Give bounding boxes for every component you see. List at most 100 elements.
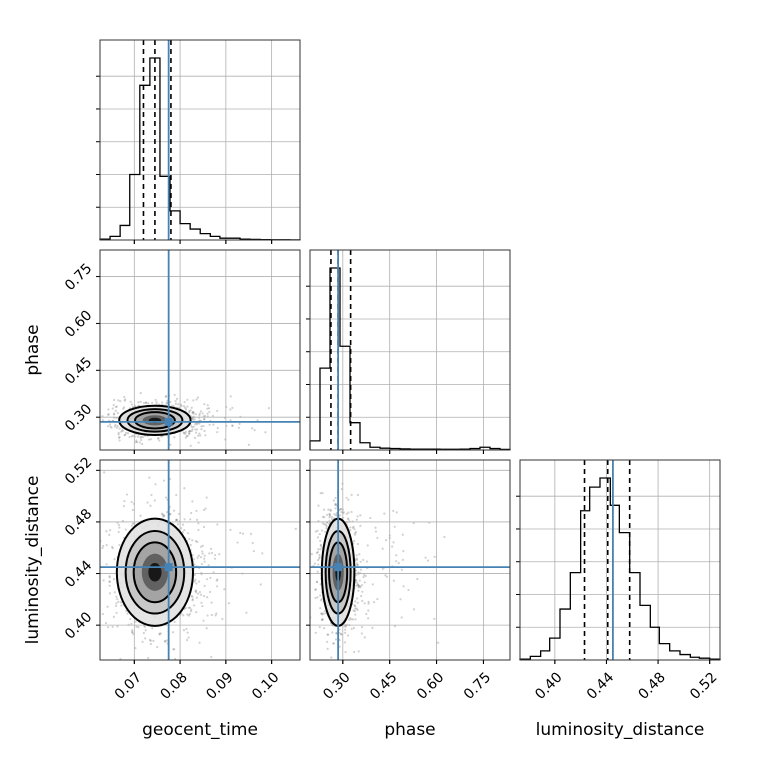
sample-point <box>96 429 98 431</box>
sample-point <box>197 592 200 595</box>
sample-point <box>227 602 230 605</box>
sample-point <box>327 508 330 511</box>
sample-point <box>198 422 201 425</box>
sample-point <box>402 585 405 588</box>
sample-point <box>104 621 108 625</box>
x-axis-label-luminosity-distance: luminosity_distance <box>536 720 705 740</box>
sample-point <box>391 545 394 548</box>
sample-point <box>192 425 195 428</box>
sample-point <box>363 581 366 584</box>
sample-point <box>190 608 193 611</box>
sample-point <box>334 502 337 506</box>
sample-point <box>109 529 112 532</box>
sample-point <box>208 552 211 555</box>
x-tick-label: 0.08 <box>158 670 191 703</box>
sample-point <box>323 610 326 613</box>
sample-point <box>334 638 338 641</box>
x-axis-label-phase: phase <box>384 720 435 740</box>
y-tick-label: 0.75 <box>62 261 95 294</box>
sample-point <box>124 398 127 401</box>
sample-point <box>199 556 203 559</box>
sample-point <box>186 405 189 408</box>
sample-point <box>349 526 352 529</box>
sample-point <box>198 590 202 594</box>
sample-point <box>201 552 204 555</box>
sample-point <box>374 530 378 533</box>
sample-point <box>362 558 365 562</box>
panel-frame <box>99 39 301 241</box>
sample-point <box>340 487 343 491</box>
sample-point <box>357 586 360 589</box>
sample-point <box>116 412 119 415</box>
sample-point <box>371 626 374 629</box>
sample-point <box>322 508 326 511</box>
sample-point <box>302 427 304 429</box>
sample-point <box>347 511 350 514</box>
sample-point <box>150 493 153 497</box>
sample-point <box>193 563 196 566</box>
sample-point <box>184 430 187 433</box>
sample-point <box>189 409 192 412</box>
sample-point <box>319 492 322 495</box>
sample-point <box>185 434 188 438</box>
sample-point <box>340 510 343 514</box>
panel-frame <box>99 459 301 661</box>
sample-point <box>119 601 123 604</box>
sample-point <box>198 412 201 415</box>
sample-point <box>361 599 364 603</box>
sample-point <box>156 437 160 440</box>
sample-point <box>111 545 114 549</box>
sample-point <box>317 548 320 551</box>
sample-point <box>198 414 201 417</box>
sample-point <box>191 539 194 542</box>
sample-point <box>190 425 194 429</box>
x-axis-label-geocent-time: geocent_time <box>142 720 258 740</box>
sample-point <box>113 398 116 402</box>
sample-point <box>182 431 185 434</box>
sample-point <box>252 550 255 553</box>
sample-point <box>186 434 189 438</box>
sample-point <box>194 589 198 592</box>
sample-point <box>356 601 359 604</box>
sample-point <box>231 406 234 410</box>
sample-point <box>116 425 119 428</box>
sample-point <box>201 550 204 553</box>
sample-point <box>192 558 196 561</box>
x-tick-label: 0.48 <box>636 670 669 703</box>
sample-point <box>118 435 121 439</box>
sample-point <box>353 650 356 654</box>
sample-point <box>216 578 219 581</box>
density-level <box>148 562 162 582</box>
sample-point <box>117 433 120 436</box>
sample-point <box>184 436 187 439</box>
sample-point <box>361 590 364 593</box>
sample-point <box>359 560 362 563</box>
sample-point <box>334 507 337 510</box>
sample-point <box>249 532 253 535</box>
sample-point <box>102 579 105 582</box>
sample-point <box>196 556 199 559</box>
sample-point <box>354 530 358 534</box>
sample-point <box>303 546 305 548</box>
sample-point <box>209 547 213 550</box>
sample-point <box>106 626 110 629</box>
sample-point <box>401 558 404 561</box>
sample-point <box>189 444 192 447</box>
sample-point <box>171 404 174 407</box>
sample-point <box>236 541 239 544</box>
x-tick-label: 0.45 <box>367 670 400 703</box>
sample-point <box>149 504 152 507</box>
sample-point <box>320 612 323 615</box>
sample-point <box>360 584 364 587</box>
sample-point <box>321 618 324 621</box>
sample-point <box>400 616 403 619</box>
sample-point <box>367 617 370 620</box>
x-tick-label: 0.40 <box>532 670 565 703</box>
sample-point <box>351 618 355 621</box>
sample-point <box>211 551 214 555</box>
sample-point <box>364 574 367 578</box>
sample-point <box>107 413 110 416</box>
sample-point <box>356 608 359 611</box>
sample-point <box>122 504 126 508</box>
sample-point <box>253 429 256 432</box>
